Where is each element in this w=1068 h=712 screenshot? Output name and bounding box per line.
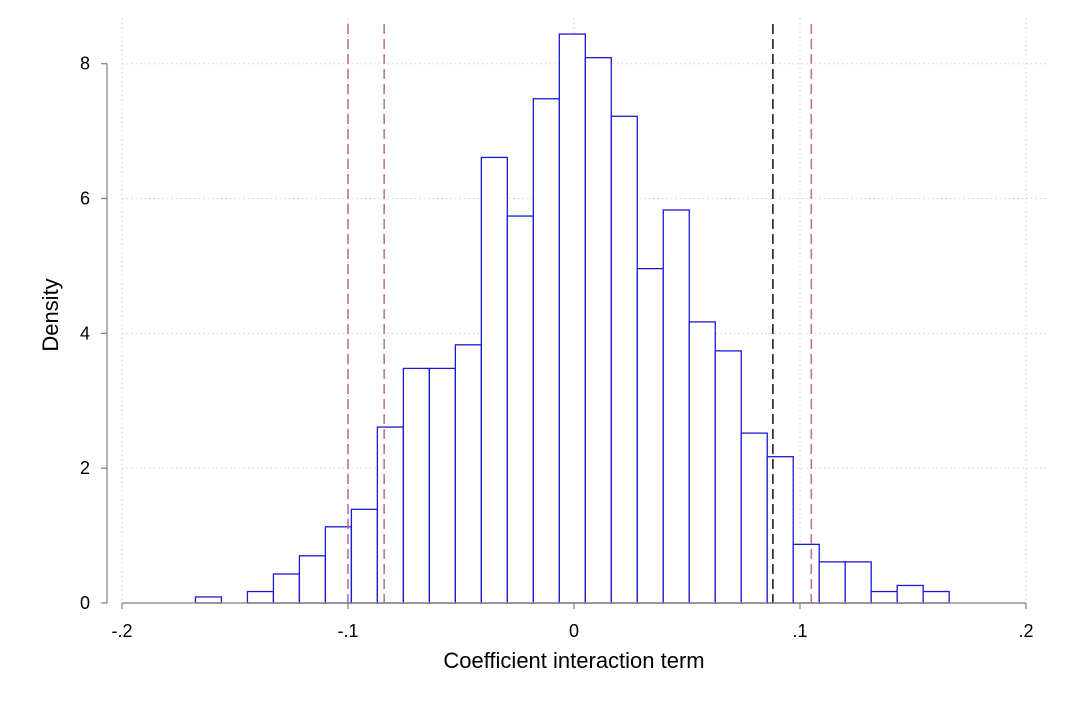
x-axis-ticks: -.2 -.1 0 .1 .2 [111,603,1034,641]
x-tick-label: 0 [569,621,579,641]
histogram-bar [610,115,638,604]
histogram-bars [194,33,950,604]
histogram-bar [922,590,950,604]
histogram-bar [454,344,482,604]
x-tick-label: -.2 [111,621,132,641]
histogram-bar [272,573,301,604]
histogram-bar [506,215,534,604]
histogram-bar [558,33,586,604]
reference-lines [347,24,813,603]
y-tick-label: 8 [80,54,90,74]
x-tick-label: .2 [1018,621,1033,641]
histogram-bar [662,209,690,604]
x-axis-label: Coefficient interaction term [443,648,704,673]
histogram-bar [636,267,664,604]
y-axis-label: Density [38,278,63,351]
histogram-bar [870,590,898,604]
y-tick-label: 0 [80,593,90,613]
histogram-bar [532,98,560,604]
y-axis-ticks: 0 2 4 6 8 [80,54,107,613]
histogram-bar [246,590,275,604]
histogram-bar [792,543,820,604]
histogram-bar [844,561,872,604]
histogram-bar [688,321,716,604]
histogram-bar [740,432,768,604]
y-tick-label: 4 [80,323,90,343]
x-tick-label: .1 [792,621,807,641]
histogram-bar [896,584,924,604]
histogram-bar [480,156,508,604]
y-tick-label: 2 [80,458,90,478]
y-tick-label: 6 [80,189,90,209]
histogram-bar [714,350,742,604]
histogram-bar [376,426,405,604]
x-tick-label: -.1 [337,621,358,641]
histogram-bar [350,508,379,604]
histogram-bar [194,596,223,604]
histogram-bar [402,367,431,604]
histogram-bar [298,555,327,604]
histogram-bar [766,456,794,604]
histogram-bar [584,56,612,604]
histogram-bar [818,561,846,604]
histogram-bar [428,367,456,604]
